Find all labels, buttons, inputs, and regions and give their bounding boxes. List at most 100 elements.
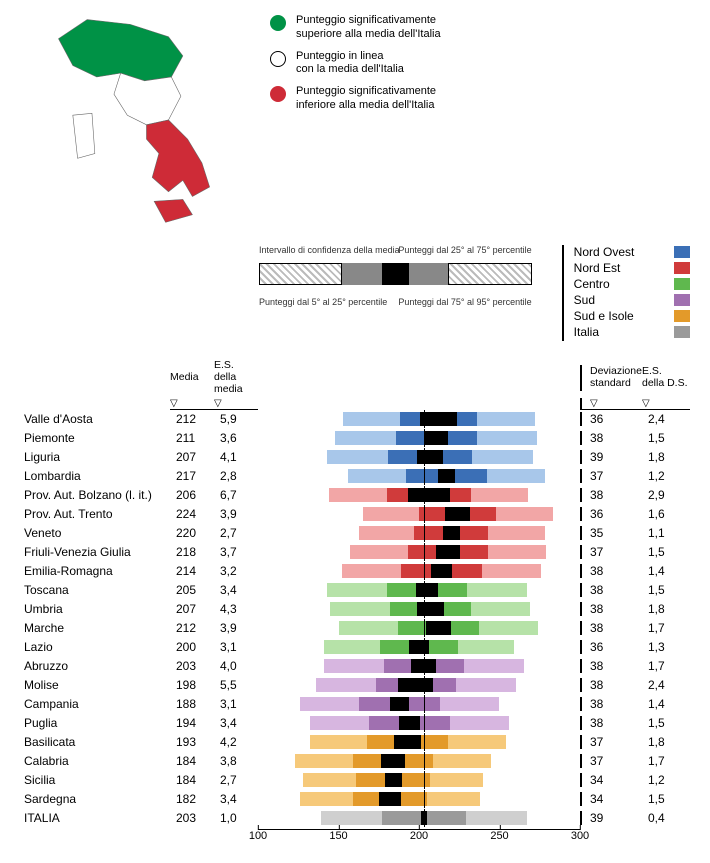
dot-red-icon xyxy=(270,86,286,102)
es-sd-value: 1,1 xyxy=(642,526,690,540)
sort-icon: ▽ xyxy=(642,398,690,410)
region-name: Piemonte xyxy=(20,431,170,445)
es-media-value: 4,2 xyxy=(214,735,258,749)
es-media-value: 4,3 xyxy=(214,602,258,616)
dot-white-icon xyxy=(270,51,286,67)
col-media: Media xyxy=(170,371,214,385)
es-sd-value: 1,8 xyxy=(642,450,690,464)
es-media-value: 3,8 xyxy=(214,754,258,768)
reference-line xyxy=(424,467,426,485)
reference-line xyxy=(424,619,426,637)
percentile-bar xyxy=(258,714,580,732)
dot-green-icon xyxy=(270,15,286,31)
es-sd-value: 1,5 xyxy=(642,792,690,806)
sd-value: 36 xyxy=(580,412,642,426)
sd-value: 34 xyxy=(580,773,642,787)
es-sd-value: 1,6 xyxy=(642,507,690,521)
boxplot-sample-icon xyxy=(259,263,532,285)
legend-below-text: Punteggio significativamente inferiore a… xyxy=(296,85,436,113)
table-header-row: Media E.S. della media Deviazione standa… xyxy=(20,359,690,410)
axis-tick: 200 xyxy=(410,830,428,842)
top-section: Punteggio significativamente superiore a… xyxy=(20,10,690,233)
region-legend-item: Sud e Isole xyxy=(574,309,690,323)
sd-value: 38 xyxy=(580,583,642,597)
media-value: 217 xyxy=(170,469,214,483)
percentile-bar xyxy=(258,581,580,599)
media-value: 205 xyxy=(170,583,214,597)
es-sd-value: 2,4 xyxy=(642,412,690,426)
axis-tick: 100 xyxy=(249,830,267,842)
sd-value: 37 xyxy=(580,545,642,559)
sd-value: 35 xyxy=(580,526,642,540)
percentile-bar xyxy=(258,410,580,428)
media-value: 203 xyxy=(170,811,214,825)
axis-tick: 300 xyxy=(571,830,589,842)
sd-value: 36 xyxy=(580,507,642,521)
sd-value: 38 xyxy=(580,697,642,711)
media-value: 212 xyxy=(170,412,214,426)
reference-line xyxy=(424,714,426,732)
media-value: 218 xyxy=(170,545,214,559)
es-media-value: 3,1 xyxy=(214,697,258,711)
sort-icon: ▽ xyxy=(214,398,258,410)
sd-value: 37 xyxy=(580,735,642,749)
col-dev-std: Deviazione standard xyxy=(580,365,642,391)
es-media-value: 3,9 xyxy=(214,507,258,521)
media-value: 214 xyxy=(170,564,214,578)
legend-above: Punteggio significativamente superiore a… xyxy=(270,14,690,42)
media-value: 220 xyxy=(170,526,214,540)
es-sd-value: 0,4 xyxy=(642,811,690,825)
swatch-icon xyxy=(674,326,690,338)
sort-icon: ▽ xyxy=(170,398,214,410)
es-sd-value: 1,2 xyxy=(642,469,690,483)
media-value: 207 xyxy=(170,602,214,616)
es-sd-value: 1,2 xyxy=(642,773,690,787)
region-legend-label: Sud xyxy=(574,293,595,307)
region-name: Sardegna xyxy=(20,792,170,806)
es-media-value: 1,0 xyxy=(214,811,258,825)
reference-line xyxy=(424,448,426,466)
media-value: 184 xyxy=(170,754,214,768)
sd-value: 38 xyxy=(580,678,642,692)
swatch-icon xyxy=(674,262,690,274)
percentile-bar xyxy=(258,505,580,523)
percentile-bar xyxy=(258,752,580,770)
region-name: Marche xyxy=(20,621,170,635)
es-media-value: 2,7 xyxy=(214,773,258,787)
es-sd-value: 1,7 xyxy=(642,621,690,635)
region-legend-item: Sud xyxy=(574,293,690,307)
region-name: Abruzzo xyxy=(20,659,170,673)
sd-value: 38 xyxy=(580,488,642,502)
region-legend-label: Italia xyxy=(574,325,599,339)
media-value: 198 xyxy=(170,678,214,692)
region-name: Liguria xyxy=(20,450,170,464)
es-sd-value: 1,5 xyxy=(642,716,690,730)
es-media-value: 3,4 xyxy=(214,792,258,806)
sort-icon: ▽ xyxy=(580,398,642,410)
sd-value: 38 xyxy=(580,602,642,616)
reference-line xyxy=(424,486,426,504)
es-sd-value: 1,7 xyxy=(642,659,690,673)
boxplot-key: Intervallo di confidenza della media Pun… xyxy=(259,245,532,341)
region-legend-item: Italia xyxy=(574,325,690,339)
percentile-bar xyxy=(258,467,580,485)
media-value: 224 xyxy=(170,507,214,521)
percentile-bar xyxy=(258,638,580,656)
region-legend-label: Nord Ovest xyxy=(574,245,635,259)
percentile-bar xyxy=(258,562,580,580)
reference-line xyxy=(424,790,426,808)
region-name: Campania xyxy=(20,697,170,711)
region-name: Sicilia xyxy=(20,773,170,787)
region-name: Lazio xyxy=(20,640,170,654)
es-media-value: 3,7 xyxy=(214,545,258,559)
es-sd-value: 1,8 xyxy=(642,602,690,616)
reference-line xyxy=(424,695,426,713)
sd-value: 37 xyxy=(580,754,642,768)
reference-line xyxy=(424,562,426,580)
media-value: 211 xyxy=(170,431,214,445)
region-name: Umbria xyxy=(20,602,170,616)
es-media-value: 3,4 xyxy=(214,583,258,597)
es-media-value: 3,1 xyxy=(214,640,258,654)
media-value: 206 xyxy=(170,488,214,502)
reference-line xyxy=(424,733,426,751)
